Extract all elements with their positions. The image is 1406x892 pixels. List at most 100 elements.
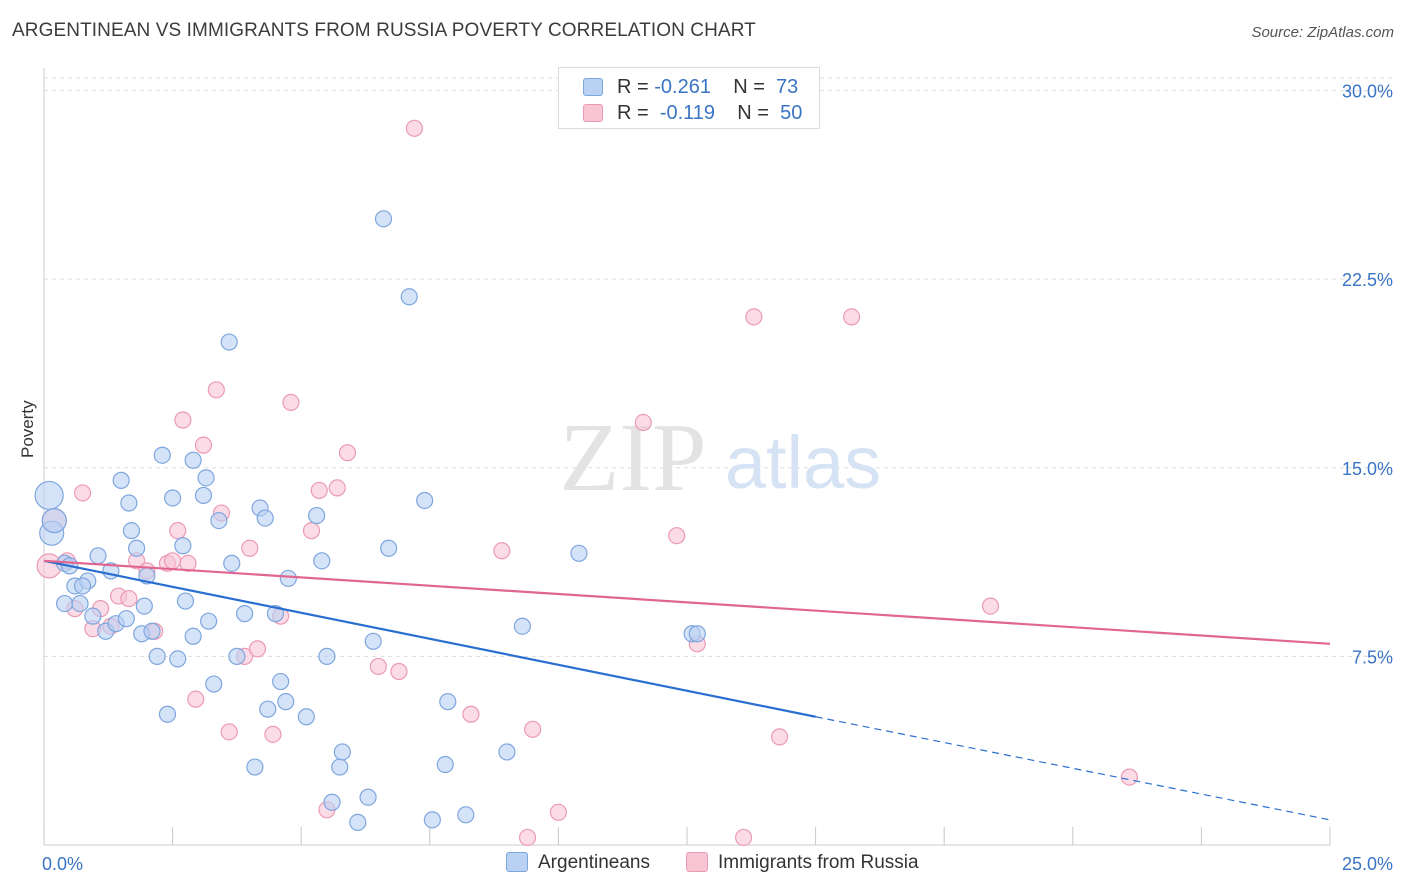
immigrants-point-25: [248, 640, 267, 658]
argentineans-point-7: [71, 594, 89, 613]
argentineans-point-33: [194, 486, 213, 505]
argentineans-point-68: [498, 743, 516, 761]
immigrants-point-45: [734, 828, 753, 847]
argentineans-point-61: [380, 539, 398, 557]
argentineans-point-24: [148, 647, 166, 665]
argentineans-point-26: [158, 705, 177, 723]
y-tick-label-3: 30.0%: [1342, 82, 1393, 102]
legend-swatch-blue-icon: [506, 852, 528, 872]
argentineans-point-23: [143, 622, 161, 640]
argentineans-point-69: [513, 617, 531, 635]
immigrants-point-16: [174, 411, 192, 429]
immigrants-point-20: [207, 381, 225, 399]
argentineans-point-32: [184, 451, 202, 469]
watermark-zip: ZIP: [560, 404, 707, 512]
argentineans-point-34: [197, 469, 215, 487]
immigrants-point-9: [120, 589, 138, 608]
argentineans-point-50: [297, 708, 315, 726]
n-value: 73: [776, 76, 799, 98]
argentineans-point-60: [374, 210, 393, 228]
argentineans-point-58: [359, 788, 377, 806]
n-label: N =: [733, 76, 765, 98]
immigrants-point-50: [1120, 768, 1138, 786]
r-value: -0.261: [654, 76, 711, 98]
argentineans-point-56: [333, 743, 351, 761]
immigrants-point-24: [241, 539, 259, 557]
immigrants-point-19: [194, 436, 213, 454]
n-label: N =: [737, 102, 769, 124]
argentineans-point-42: [246, 758, 264, 776]
argentineans-point-21: [135, 597, 153, 615]
argentineans-point-28: [169, 650, 187, 668]
argentineans-point-11: [89, 547, 107, 565]
immigrants-point-34: [369, 657, 387, 676]
argentineans-point-17: [120, 494, 138, 512]
immigrants-point-28: [282, 393, 300, 412]
argentineans-point-38: [220, 333, 238, 351]
x-tick-label-1: 25.0%: [1342, 854, 1393, 874]
immigrants-point-43: [668, 527, 686, 545]
axes: [43, 68, 1331, 846]
immigrants-point-48: [843, 308, 861, 326]
argentineans-point-62: [400, 288, 418, 306]
immigrants-point-15: [169, 522, 187, 540]
argentineans-point-48: [277, 693, 295, 711]
immigrants-point-26: [264, 725, 282, 743]
argentineans-point-25: [153, 446, 171, 464]
argentineans-point-66: [439, 693, 457, 711]
argentineans-point-59: [364, 632, 382, 650]
tick-labels: 7.5% 15.0% 22.5% 30.0% 0.0% 25.0%: [42, 82, 1393, 874]
legend-item-immigrants: Immigrants from Russia: [686, 852, 919, 874]
trend-line-argentineans: [43, 559, 816, 718]
argentineans-point-37: [210, 511, 228, 530]
argentineans-point-18: [122, 522, 141, 540]
argentineans-point-53: [318, 647, 336, 665]
legend-swatch-pink-icon: [686, 852, 708, 872]
argentineans-point-27: [164, 489, 182, 507]
immigrants-point-18: [187, 690, 205, 708]
argentineans-point-49: [279, 569, 297, 588]
immigrants-point-46: [745, 308, 763, 326]
argentineans-point-52: [313, 552, 331, 570]
argentineans-point-39: [223, 554, 241, 572]
argentineans-point-45: [259, 700, 277, 718]
immigrants-point-39: [518, 828, 537, 847]
stats-text: R = -0.261 N = 73: [617, 76, 798, 99]
immigrants-point-22: [220, 723, 238, 741]
series-argentineans: [34, 210, 706, 831]
argentineans-point-30: [176, 592, 195, 610]
trend-lines: [43, 559, 1331, 821]
trend-line-immigrants: [43, 559, 1331, 645]
legend-label-immigrants: Immigrants from Russia: [718, 852, 919, 873]
immigrants-point-14: [164, 552, 182, 570]
immigrants-point-33: [338, 444, 357, 462]
n-value: 50: [780, 102, 803, 124]
argentineans-point-46: [266, 605, 285, 623]
argentineans-point-9: [73, 577, 92, 595]
immigrants-point-38: [493, 542, 511, 560]
argentineans-point-36: [205, 675, 223, 693]
argentineans-point-70: [570, 544, 588, 562]
y-tick-label-2: 22.5%: [1342, 270, 1393, 290]
r-label: R =: [617, 76, 649, 98]
immigrants-point-37: [462, 705, 480, 723]
immigrants-point-42: [634, 413, 652, 432]
stats-text: R = -0.119 N = 50: [617, 102, 802, 125]
argentineans-point-40: [228, 647, 246, 665]
y-tick-label-0: 7.5%: [1352, 647, 1393, 667]
swatch-blue-icon: [583, 78, 603, 96]
immigrants-point-41: [549, 803, 568, 821]
argentineans-point-64: [423, 811, 441, 829]
watermark-atlas: atlas: [725, 421, 881, 504]
immigrants-point-32: [328, 479, 346, 497]
x-tick-label-0: 0.0%: [42, 854, 83, 874]
immigrants-point-35: [390, 662, 408, 681]
gridlines: [44, 77, 1395, 657]
argentineans-point-51: [308, 506, 326, 525]
y-axis-label: Poverty: [18, 400, 37, 458]
argentineans-point-16: [117, 610, 135, 628]
argentineans-point-5: [55, 594, 74, 613]
argentineans-point-65: [436, 755, 454, 774]
immigrants-point-17: [179, 554, 197, 572]
